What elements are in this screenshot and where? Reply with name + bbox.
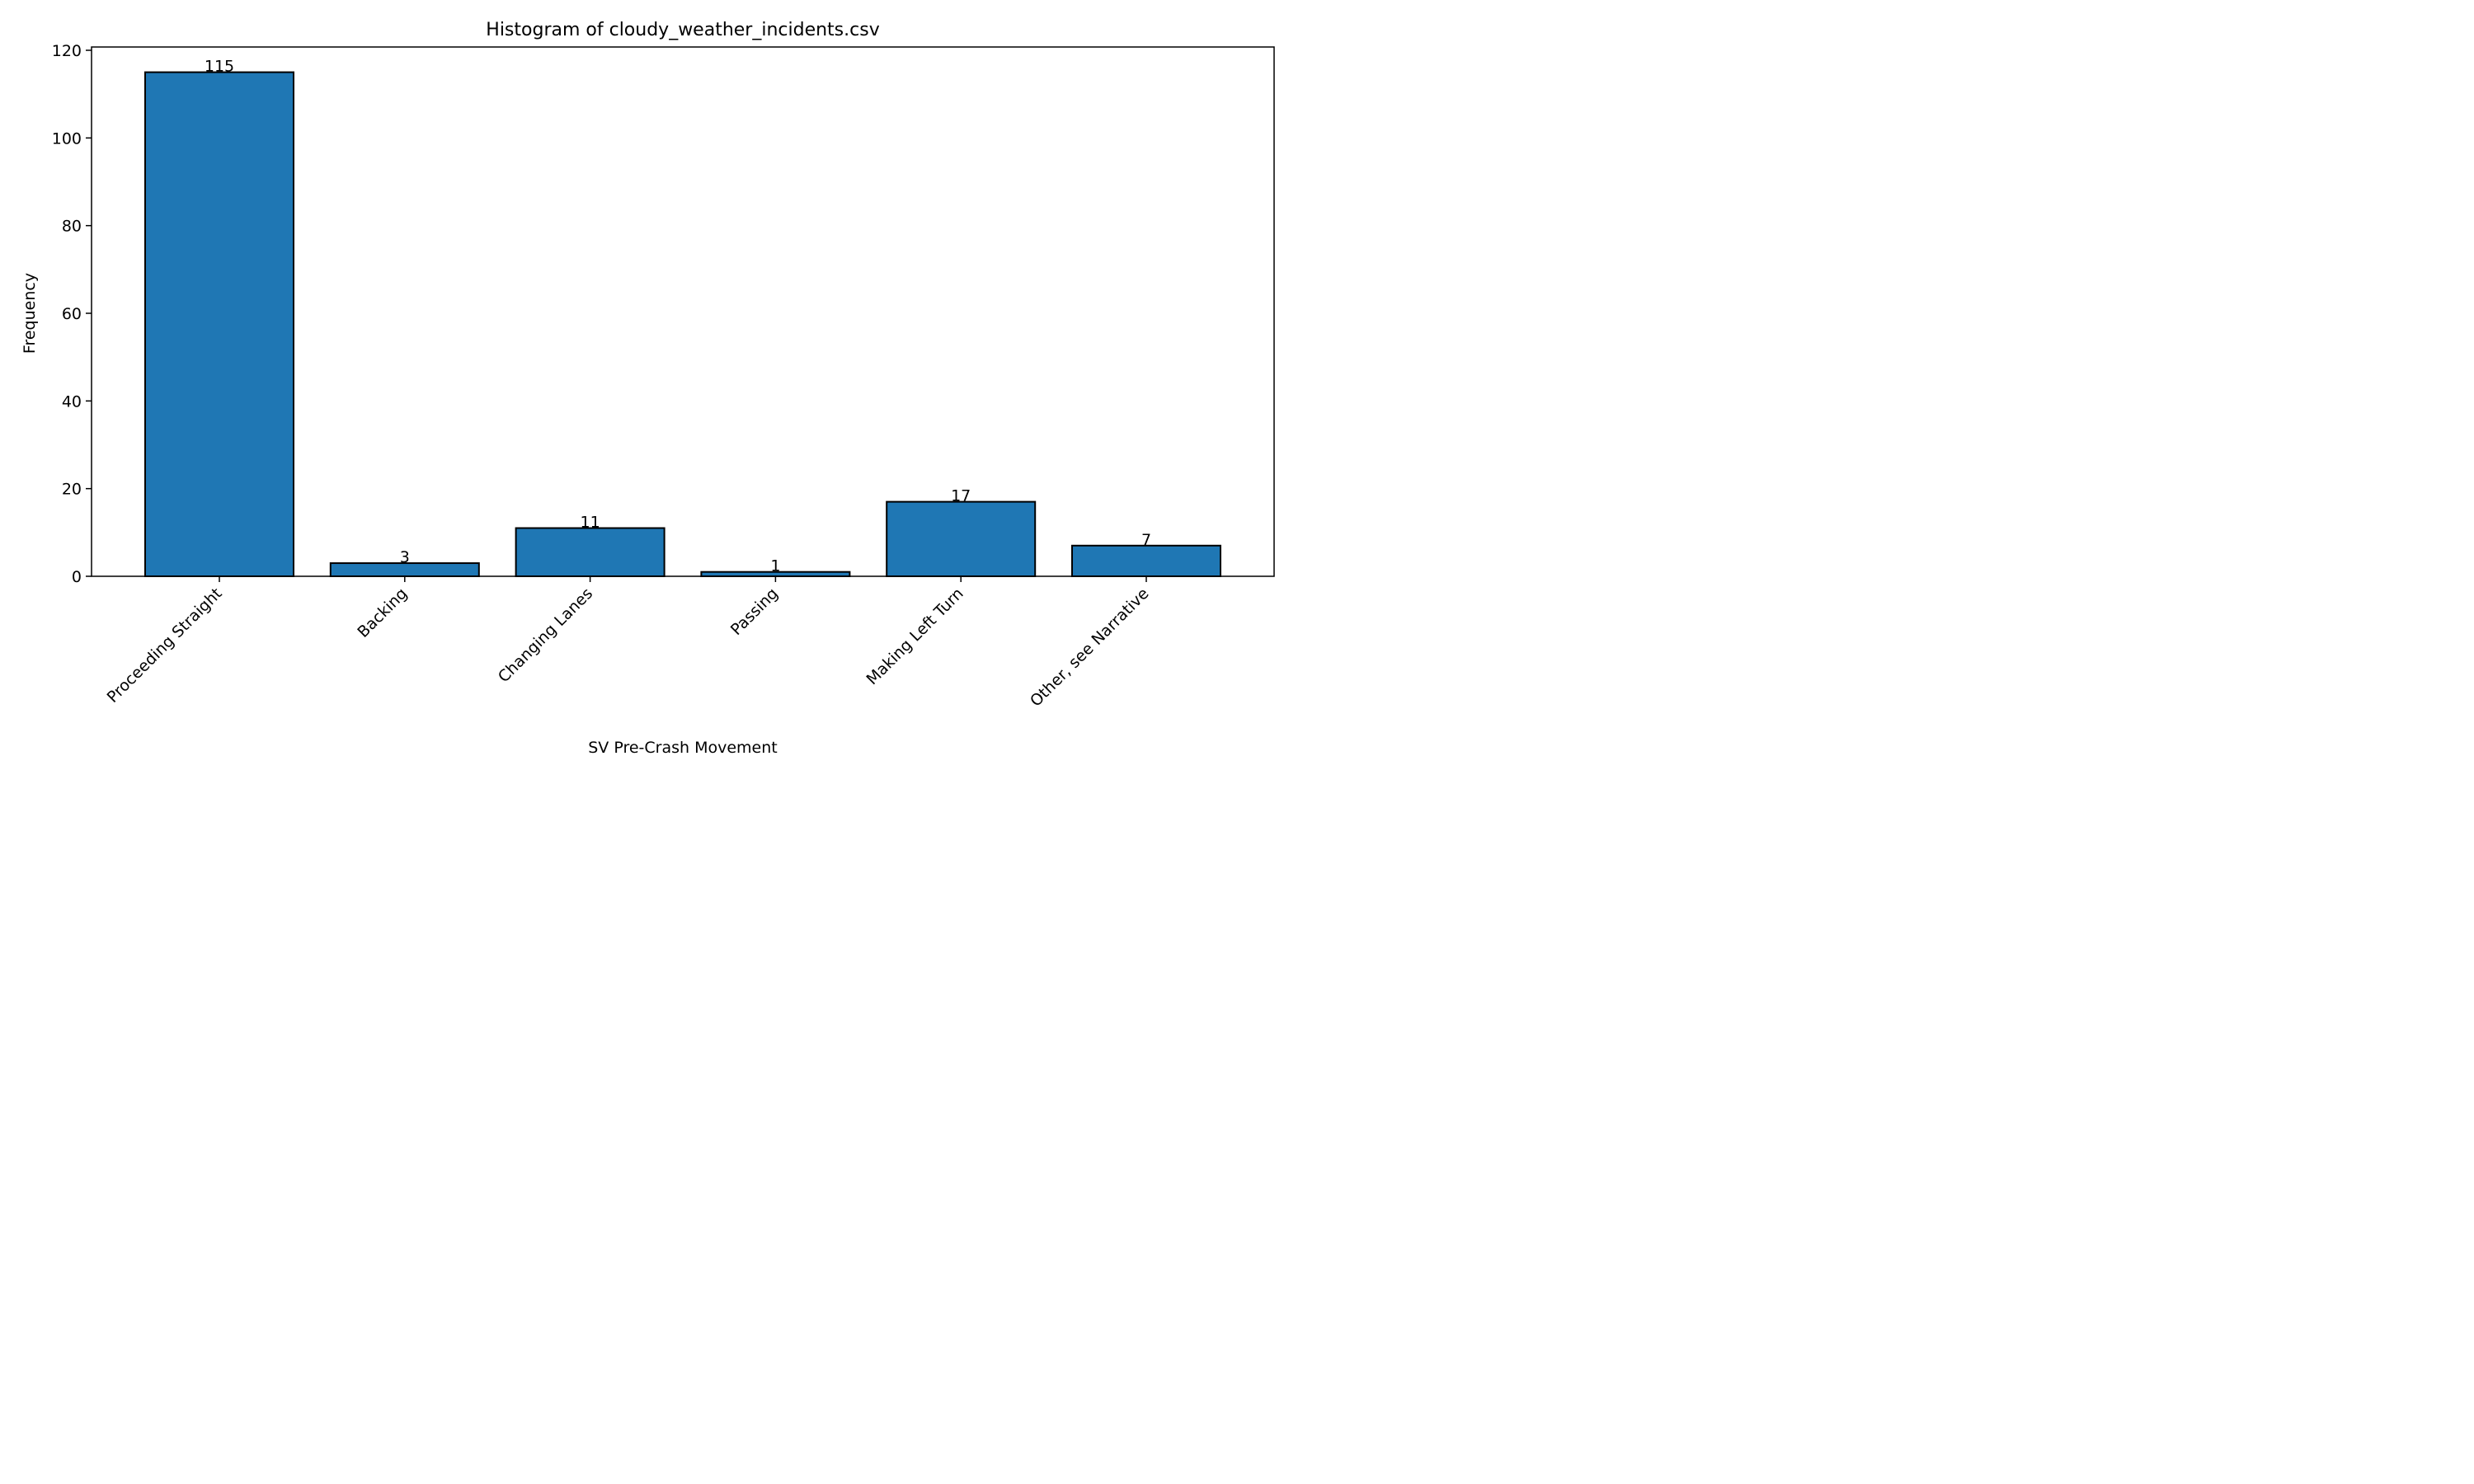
bar-chart: Histogram of cloudy_weather_incidents.cs… [21, 20, 1275, 757]
data-label-backing: 3 [400, 548, 410, 566]
bar-making-left-turn [886, 500, 1037, 577]
data-label-making-left-turn: 17 [951, 487, 971, 505]
y-tick-label-120: 120 [52, 42, 82, 60]
x-tick-label-backing: Backing [354, 585, 411, 641]
x-tick-label-changing-lanes: Changing Lanes [495, 585, 596, 686]
bar-other-see-narrative [1071, 544, 1221, 577]
data-label-other-see-narrative: 7 [1141, 531, 1151, 549]
x-tick-label-proceeding-straight: Proceeding Straight [104, 585, 226, 707]
y-tick-label-20: 20 [62, 481, 82, 499]
x-tick-label-passing: Passing [727, 585, 782, 639]
chart-title: Histogram of cloudy_weather_incidents.cs… [486, 20, 879, 40]
bar-proceeding-straight [144, 71, 294, 578]
y-tick-label-40: 40 [62, 392, 82, 411]
chart-container: Histogram of cloudy_weather_incidents.cs… [0, 0, 1286, 772]
data-label-passing: 1 [770, 557, 780, 575]
y-axis: 0 20 40 60 80 100 120 [52, 42, 92, 586]
x-tick-label-other-see-narrative: Other, see Narrative [1027, 585, 1153, 711]
y-tick-label-80: 80 [62, 218, 82, 236]
y-tick-label-0: 0 [72, 568, 82, 586]
plot-frame [91, 46, 1275, 577]
x-axis-label: SV Pre-Crash Movement [588, 739, 778, 757]
y-tick-label-100: 100 [52, 129, 82, 148]
data-label-changing-lanes: 11 [581, 514, 600, 532]
bars-group [144, 71, 1221, 578]
x-tick-label-making-left-turn: Making Left Turn [863, 585, 967, 688]
data-label-proceeding-straight: 115 [205, 58, 234, 76]
y-axis-label: Frequency [21, 273, 39, 354]
y-tick-label-60: 60 [62, 305, 82, 323]
x-axis: Proceeding Straight Backing Changing Lanes… [104, 576, 1153, 711]
bar-changing-lanes [515, 527, 666, 577]
